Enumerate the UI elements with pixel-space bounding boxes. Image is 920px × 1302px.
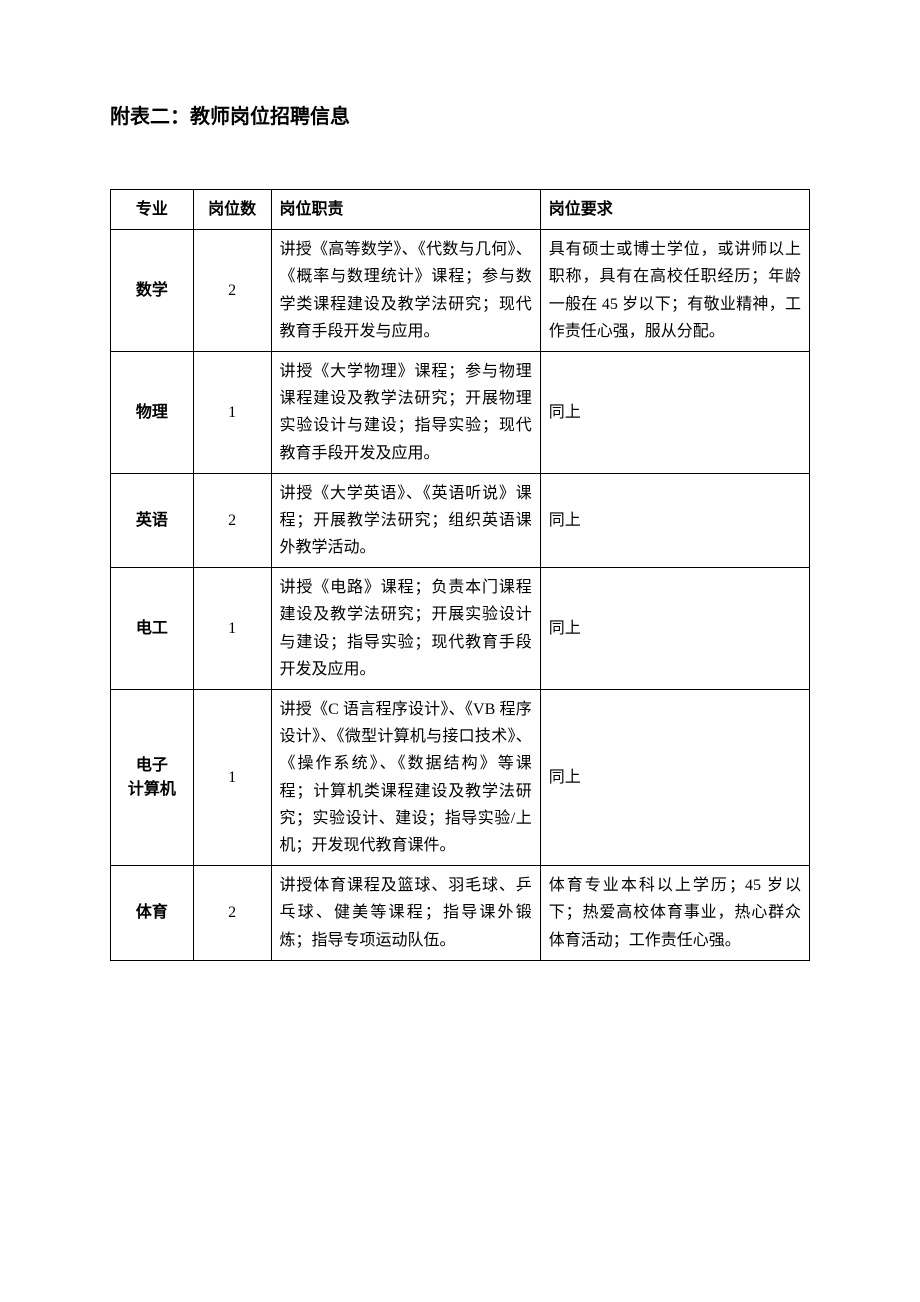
cell-requirement: 同上 (540, 351, 809, 473)
cell-duty: 讲授《C 语言程序设计》、《VB 程序设计》、《微型计算机与接口技术》、《操作系… (271, 690, 540, 866)
table-row: 数学2讲授《高等数学》、《代数与几何》、《概率与数理统计》课程；参与数学类课程建… (111, 230, 810, 352)
table-header-row: 专业 岗位数 岗位职责 岗位要求 (111, 190, 810, 230)
cell-duty: 讲授《高等数学》、《代数与几何》、《概率与数理统计》课程；参与数学类课程建设及教… (271, 230, 540, 352)
table-row: 英语2讲授《大学英语》、《英语听说》课程；开展教学法研究；组织英语课外教学活动。… (111, 473, 810, 568)
cell-count: 2 (193, 866, 271, 961)
cell-count: 1 (193, 568, 271, 690)
cell-requirement: 具有硕士或博士学位，或讲师以上职称，具有在高校任职经历；年龄一般在 45 岁以下… (540, 230, 809, 352)
cell-major: 电子计算机 (111, 690, 194, 866)
cell-count: 1 (193, 351, 271, 473)
cell-requirement: 体育专业本科以上学历；45 岁以下；热爱高校体育事业，热心群众体育活动；工作责任… (540, 866, 809, 961)
table-row: 体育2讲授体育课程及篮球、羽毛球、乒乓球、健美等课程；指导课外锻炼；指导专项运动… (111, 866, 810, 961)
cell-duty: 讲授《大学英语》、《英语听说》课程；开展教学法研究；组织英语课外教学活动。 (271, 473, 540, 568)
cell-count: 2 (193, 230, 271, 352)
cell-duty: 讲授《大学物理》课程；参与物理课程建设及教学法研究；开展物理实验设计与建设；指导… (271, 351, 540, 473)
cell-requirement: 同上 (540, 568, 809, 690)
cell-requirement: 同上 (540, 690, 809, 866)
cell-duty: 讲授《电路》课程；负责本门课程建设及教学法研究；开展实验设计与建设；指导实验；现… (271, 568, 540, 690)
table-row: 电工1讲授《电路》课程；负责本门课程建设及教学法研究；开展实验设计与建设；指导实… (111, 568, 810, 690)
cell-major: 数学 (111, 230, 194, 352)
cell-duty: 讲授体育课程及篮球、羽毛球、乒乓球、健美等课程；指导课外锻炼；指导专项运动队伍。 (271, 866, 540, 961)
header-requirement: 岗位要求 (540, 190, 809, 230)
header-count: 岗位数 (193, 190, 271, 230)
cell-count: 2 (193, 473, 271, 568)
cell-major: 电工 (111, 568, 194, 690)
page-title: 附表二：教师岗位招聘信息 (110, 100, 810, 129)
cell-major: 英语 (111, 473, 194, 568)
table-body: 数学2讲授《高等数学》、《代数与几何》、《概率与数理统计》课程；参与数学类课程建… (111, 230, 810, 961)
header-duty: 岗位职责 (271, 190, 540, 230)
cell-requirement: 同上 (540, 473, 809, 568)
cell-major: 物理 (111, 351, 194, 473)
header-major: 专业 (111, 190, 194, 230)
cell-count: 1 (193, 690, 271, 866)
table-row: 物理1讲授《大学物理》课程；参与物理课程建设及教学法研究；开展物理实验设计与建设… (111, 351, 810, 473)
cell-major: 体育 (111, 866, 194, 961)
recruitment-table: 专业 岗位数 岗位职责 岗位要求 数学2讲授《高等数学》、《代数与几何》、《概率… (110, 189, 810, 961)
table-row: 电子计算机1讲授《C 语言程序设计》、《VB 程序设计》、《微型计算机与接口技术… (111, 690, 810, 866)
